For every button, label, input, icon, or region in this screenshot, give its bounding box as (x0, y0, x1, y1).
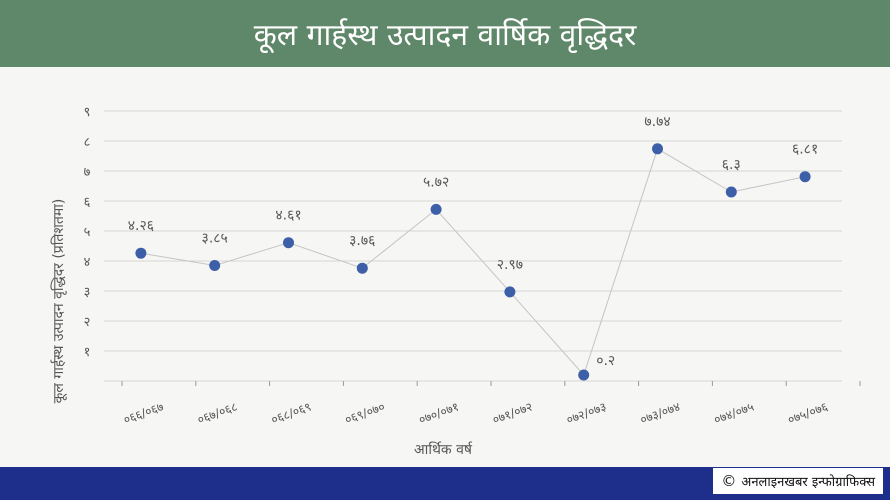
data-label: ३.७६ (349, 233, 375, 249)
title-bar: कूल गार्हस्थ उत्पादन वार्षिक वृद्धिदर (0, 0, 890, 67)
chart-title: कूल गार्हस्थ उत्पादन वार्षिक वृद्धिदर (253, 18, 637, 53)
copyright-icon: © (721, 472, 737, 490)
data-label: ५.७२ (423, 174, 449, 190)
y-axis-tick-labels: १ २ ३ ४ ५ ६ ७ ८ ९ (84, 105, 91, 360)
data-point (209, 260, 221, 271)
y-tick-label: ३ (84, 285, 91, 300)
data-point (578, 369, 590, 381)
y-tick-label: ६ (84, 195, 91, 210)
x-tick-label: ०७५/०७६ (786, 400, 830, 427)
data-point (652, 143, 663, 155)
line-chart: १ २ ३ ४ ५ ६ ७ ८ ९ ०६६/०६७ ०६७/०६८ ०६८/०६९ ०६९/०७० ०७… (50, 105, 861, 458)
data-point (283, 237, 294, 249)
data-points (135, 143, 811, 381)
x-tick-label: ०७०/०७१ (417, 400, 461, 427)
data-label: २.९७ (497, 257, 523, 273)
y-tick-label: १ (84, 345, 91, 360)
data-labels: ४.२६ ३.८५ ४.६१ ३.७६ ५.७२ २.९७ ०.२ ७.७४ ६.३ ६.८१ (128, 114, 818, 369)
credit-text: अनलाइनखबर इन्फोग्राफिक्स (741, 475, 875, 490)
data-point (799, 171, 811, 183)
data-label: ४.२६ (128, 218, 154, 234)
gridlines (104, 110, 842, 352)
x-tick-label: ०६७/०६८ (195, 400, 239, 427)
x-axis (104, 380, 861, 386)
x-tick-label: ०७४/०७५ (712, 400, 756, 427)
series-line (140, 148, 806, 376)
y-tick-label: ५ (84, 225, 91, 240)
x-tick-label: ०७३/०७४ (638, 400, 682, 427)
x-tick-label: ०६६/०६७ (122, 400, 166, 427)
data-label: ६.८१ (792, 142, 818, 158)
chart-area: १ २ ३ ४ ५ ६ ७ ८ ९ ०६६/०६७ ०६७/०६८ ०६८/०६९ ०६९/०७० ०७… (0, 67, 890, 467)
x-axis-label: आर्थिक वर्ष (414, 441, 473, 458)
data-label: ३.८५ (202, 231, 228, 247)
data-point (504, 286, 516, 298)
y-tick-label: २ (84, 315, 91, 330)
x-tick-label: ०७२/०७३ (564, 400, 608, 427)
data-label: ७.७४ (644, 114, 670, 130)
y-tick-label: ४ (84, 255, 91, 270)
y-axis-label: कूल गार्हस्थ उत्पादन वृद्धिदर (प्रतिशतमा… (50, 199, 67, 404)
y-tick-label: ८ (84, 135, 91, 150)
data-label: ४.६१ (275, 208, 301, 224)
data-point (725, 186, 737, 198)
y-tick-label: ७ (84, 165, 91, 180)
data-point (135, 247, 147, 259)
x-tick-label: ०७१/०७२ (491, 400, 535, 427)
data-point (430, 203, 442, 215)
data-label: ६.३ (722, 157, 741, 173)
data-point (356, 262, 368, 274)
data-label: ०.२ (596, 353, 615, 369)
x-axis-tick-labels: ०६६/०६७ ०६७/०६८ ०६८/०६९ ०६९/०७० ०७०/०७१ ०७१/०… (122, 400, 830, 427)
y-tick-label: ९ (84, 105, 91, 120)
credit-badge: © अनलाइनखबर इन्फोग्राफिक्स (712, 467, 884, 495)
x-tick-label: ०६८/०६९ (269, 400, 313, 427)
x-tick-label: ०६९/०७० (343, 400, 387, 427)
